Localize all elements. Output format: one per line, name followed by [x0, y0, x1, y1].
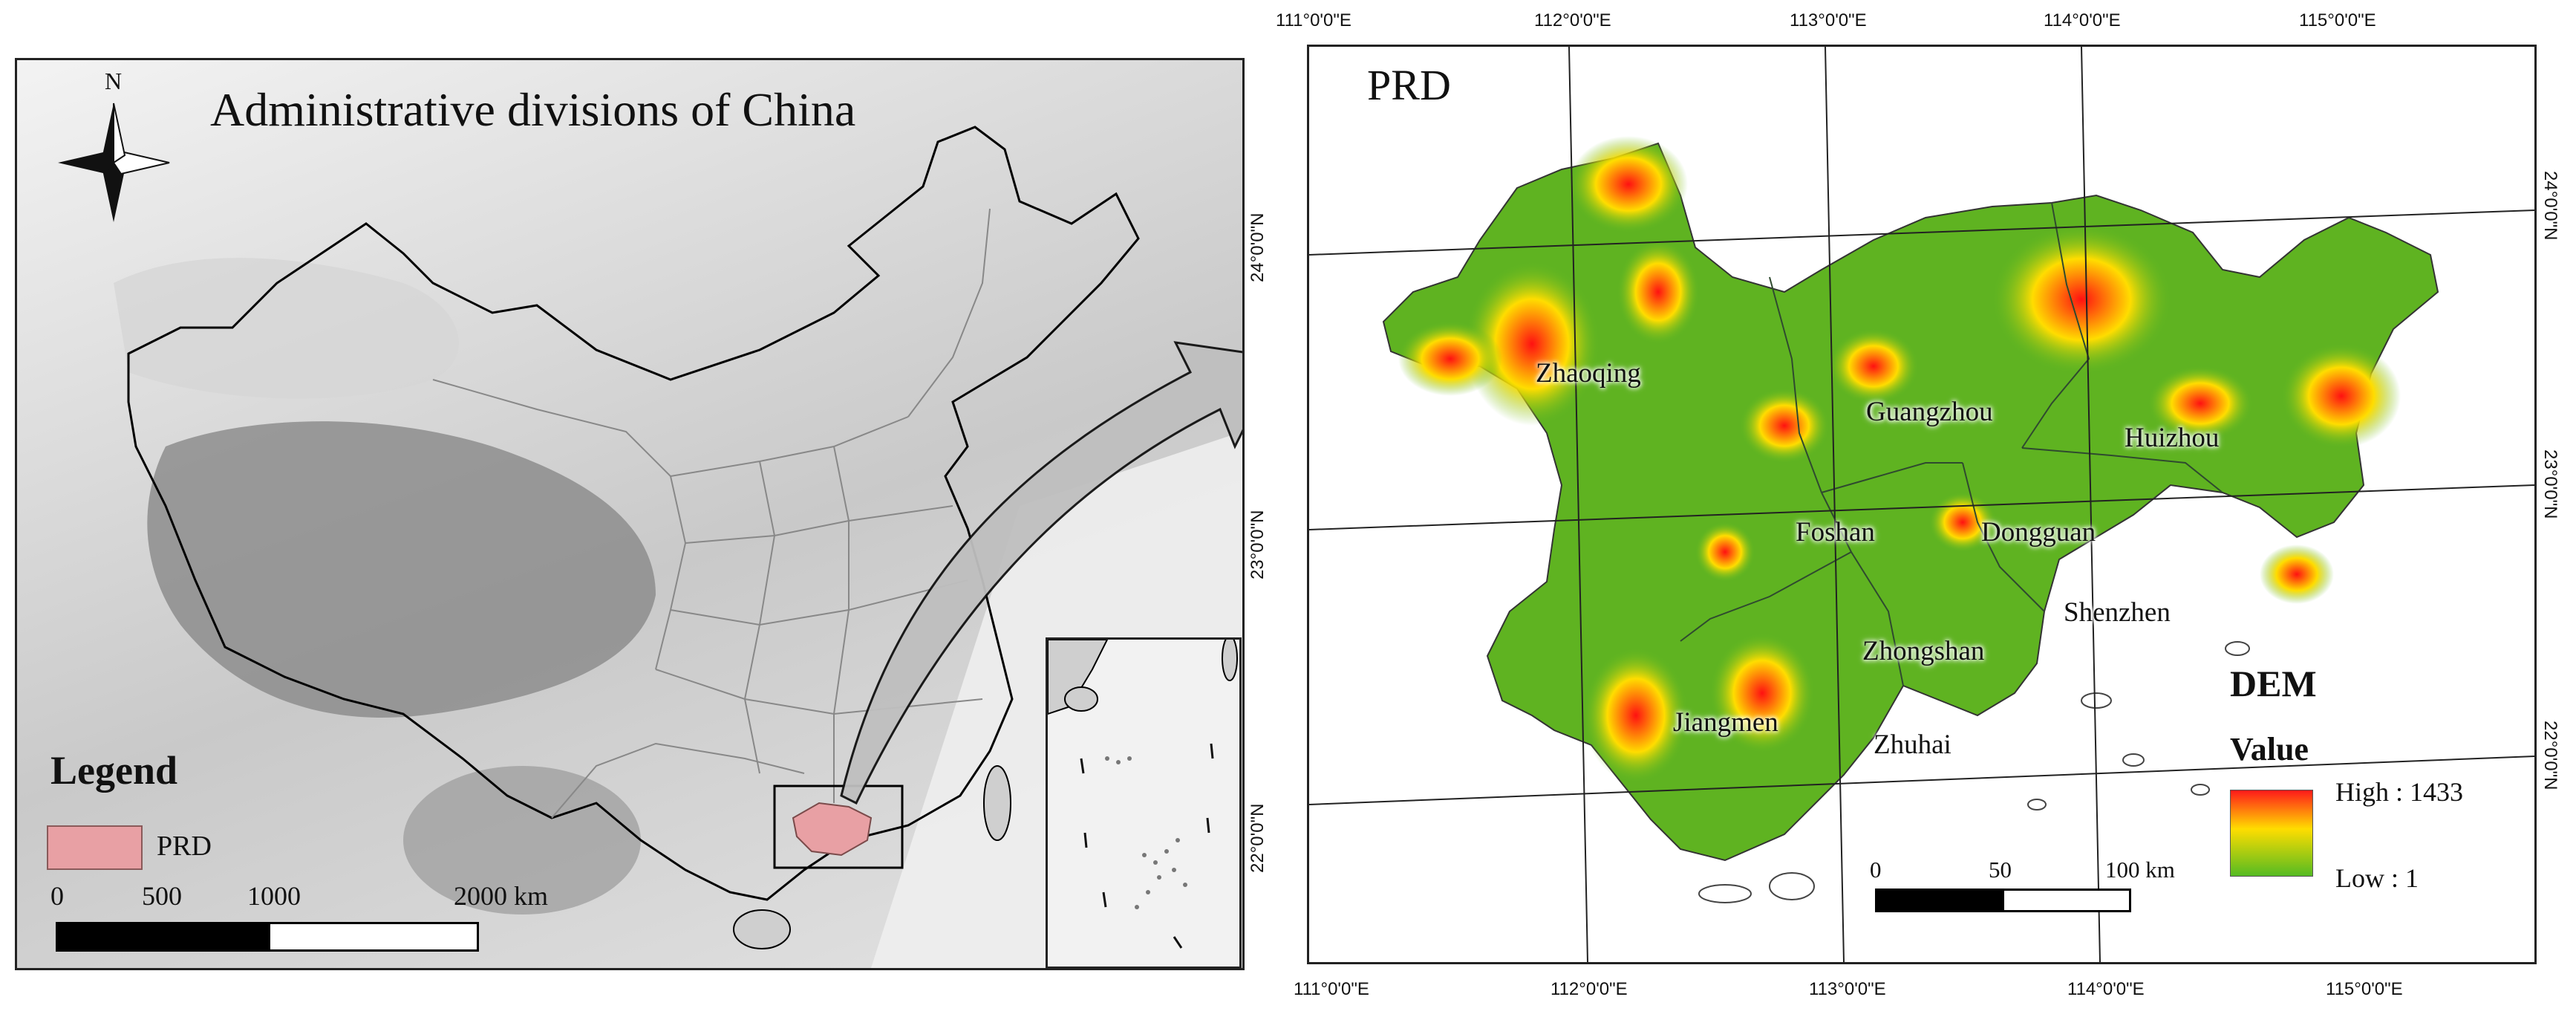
left-lat-23: 23°0'0"N [1248, 510, 1268, 579]
prd-dem-map: PRD Zhaoqing Guangzhou Huizhou Foshan Do… [1307, 45, 2537, 964]
north-arrow-icon [58, 103, 170, 222]
dem-low-label: Low : 1 [2335, 863, 2419, 893]
bottom-lon-112: 112°0'0"E [1551, 979, 1628, 999]
city-label-guangzhou: Guangzhou [1866, 397, 1993, 427]
north-label: N [105, 68, 123, 94]
prd-scale-tick-50: 50 [1989, 857, 2012, 883]
right-lat-22: 22°0'0"N [2540, 721, 2560, 790]
dem-color-ramp [2230, 790, 2313, 877]
top-lon-111: 111°0'0"E [1276, 10, 1351, 30]
city-label-jiangmen: Jiangmen [1673, 707, 1778, 738]
top-lon-112: 112°0'0"E [1534, 10, 1611, 30]
left-lat-24: 24°0'0"N [1248, 212, 1268, 282]
city-label-huizhou: Huizhou [2125, 423, 2220, 453]
prd-scale-bar-white [2002, 889, 2131, 912]
inset-islands [1047, 635, 1238, 949]
dem-high-label: High : 1433 [2335, 777, 2464, 807]
left-map-title: Administrative divisions of China [210, 83, 856, 136]
city-label-dongguan: Dongguan [1981, 517, 2096, 548]
prd-map-title: PRD [1367, 61, 1451, 109]
scale-tick-0: 0 [50, 881, 64, 911]
city-label-foshan: Foshan [1796, 517, 1875, 548]
legend-prd-label: PRD [157, 831, 212, 862]
left-lat-22: 22°0'0"N [1248, 803, 1268, 873]
prd-scale-tick-100: 100 km [2105, 857, 2175, 883]
china-overview-map: N Administrative divisions of China Lege… [15, 58, 1245, 970]
top-lon-115: 115°0'0"E [2299, 10, 2376, 30]
dem-legend-subtitle: Value [2230, 731, 2309, 767]
prd-scale-bar-black [1875, 889, 2004, 912]
right-lat-24: 24°0'0"N [2540, 171, 2560, 241]
city-label-shenzhen: Shenzhen [2064, 597, 2171, 628]
city-label-zhuhai: Zhuhai [1874, 730, 1951, 760]
prd-scale-tick-0: 0 [1870, 857, 1882, 883]
legend-prd-swatch [47, 825, 143, 870]
top-lon-114: 114°0'0"E [2044, 10, 2121, 30]
bottom-lon-113: 113°0'0"E [1809, 979, 1886, 999]
city-label-zhaoqing: Zhaoqing [1536, 358, 1641, 389]
right-lat-23: 23°0'0"N [2540, 449, 2560, 519]
top-lon-113: 113°0'0"E [1790, 10, 1867, 30]
legend-title: Legend [50, 748, 178, 793]
south-china-sea-inset [1046, 635, 1242, 968]
bottom-lon-111: 111°0'0"E [1294, 979, 1369, 999]
prd-dem-layer [1309, 47, 2534, 962]
dem-legend-title: DEM [2230, 663, 2317, 704]
scale-bar-black [56, 922, 268, 952]
scale-tick-1000: 1000 [247, 881, 301, 911]
bottom-lon-115: 115°0'0"E [2326, 979, 2403, 999]
city-label-zhongshan: Zhongshan [1862, 636, 1985, 666]
scale-tick-2000: 2000 km [454, 881, 549, 911]
bottom-lon-114: 114°0'0"E [2067, 979, 2145, 999]
scale-tick-500: 500 [142, 881, 182, 911]
scale-bar-white [268, 922, 479, 952]
